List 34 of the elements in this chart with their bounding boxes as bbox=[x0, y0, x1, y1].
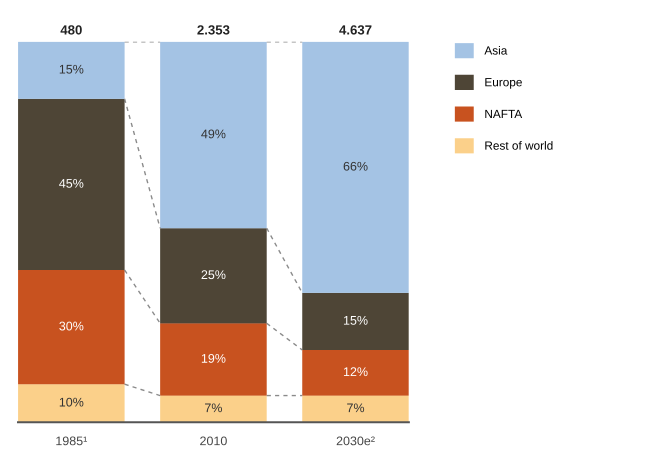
bar bbox=[302, 350, 409, 396]
bar bbox=[18, 42, 125, 99]
legend-label: NAFTA bbox=[485, 110, 522, 118]
bar bbox=[18, 270, 125, 384]
data-label: 25% bbox=[202, 270, 226, 280]
bar bbox=[302, 42, 409, 293]
bar bbox=[160, 396, 267, 422]
data-label: 15% bbox=[344, 316, 368, 325]
data-label: 15% bbox=[60, 64, 84, 74]
bar bbox=[160, 228, 267, 324]
data-label: 7% bbox=[347, 403, 364, 412]
data-label: 12% bbox=[344, 367, 368, 376]
data-label: 30% bbox=[59, 322, 84, 330]
data-label: 10% bbox=[60, 398, 84, 407]
data-label: 45% bbox=[59, 179, 84, 188]
bar bbox=[160, 42, 267, 228]
x-tick-label: 2010 bbox=[200, 436, 227, 446]
annotation: 480 bbox=[60, 25, 82, 35]
data-label: 19% bbox=[202, 354, 226, 363]
x-tick-label: 1985¹ bbox=[56, 436, 88, 446]
bar bbox=[160, 323, 267, 396]
bar bbox=[18, 384, 125, 422]
bar bbox=[302, 396, 409, 422]
bar bbox=[18, 98, 125, 270]
x-tick-label: 2030e² bbox=[336, 436, 375, 446]
data-label: 66% bbox=[344, 162, 368, 171]
legend-label: Europe bbox=[485, 78, 522, 89]
legend-label: Asia bbox=[484, 46, 508, 55]
bar bbox=[302, 292, 409, 350]
data-label: 7% bbox=[205, 403, 222, 412]
data-label: 49% bbox=[201, 129, 226, 138]
legend-label: Rest of world bbox=[485, 141, 552, 150]
annotation: 4.637 bbox=[339, 25, 372, 35]
annotation: 2.353 bbox=[197, 25, 230, 35]
